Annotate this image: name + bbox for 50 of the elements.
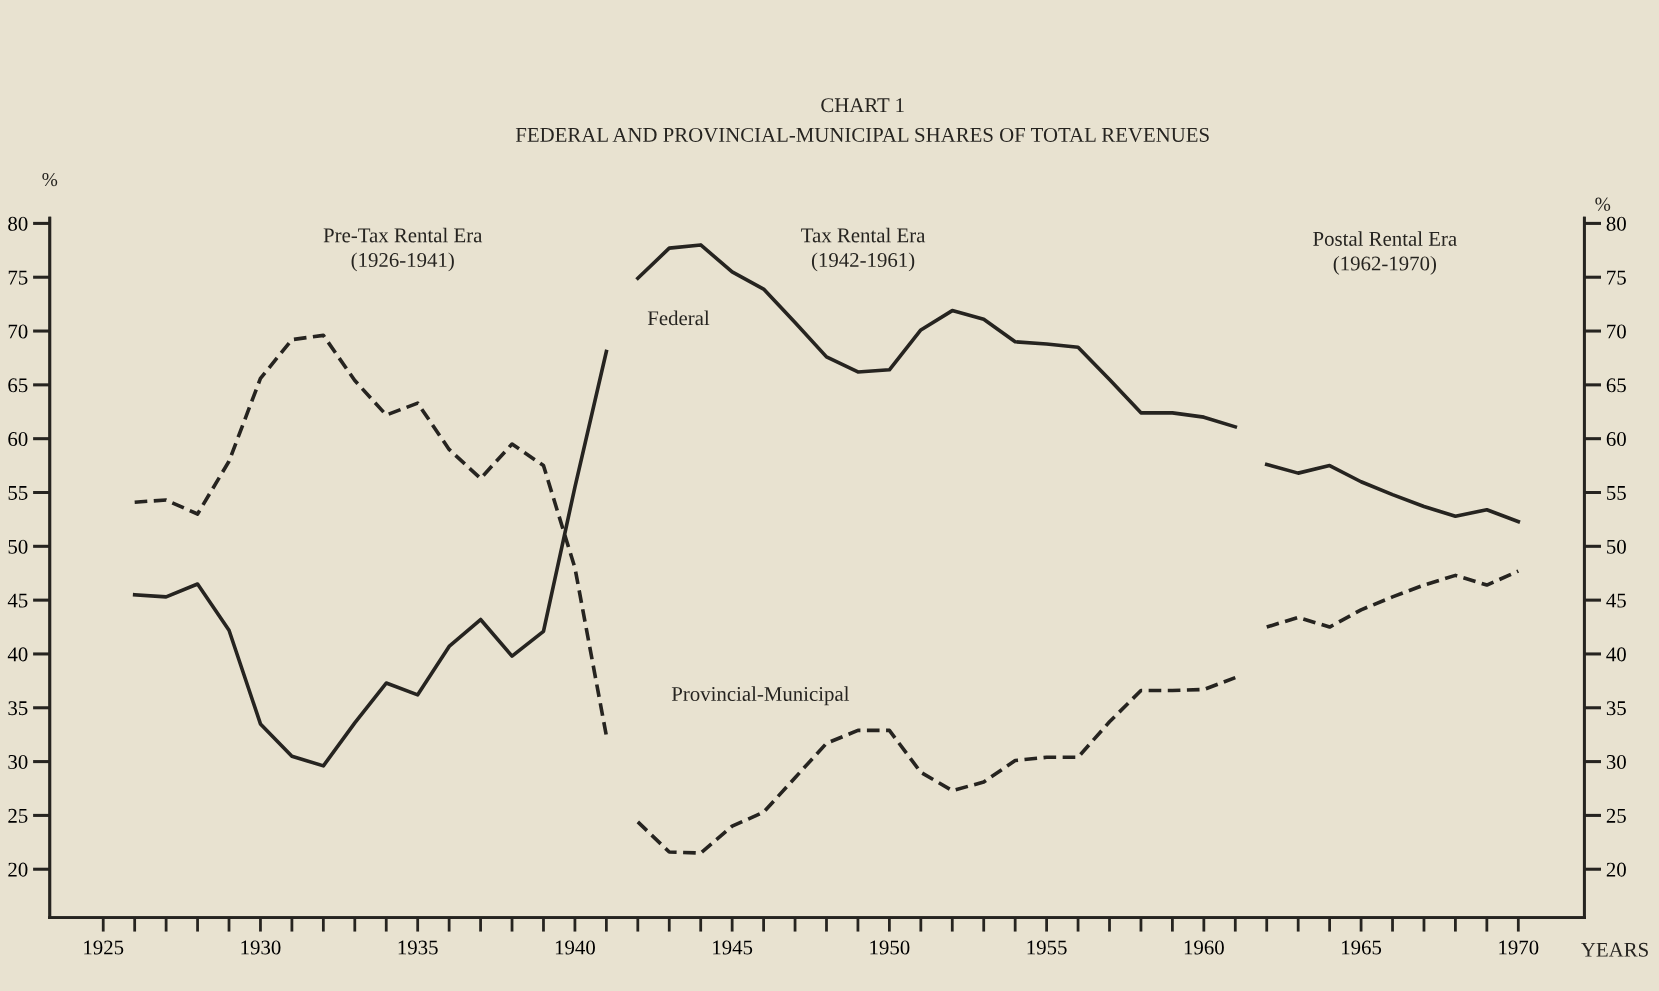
y-tick-label: 75: [8, 270, 28, 285]
annotation: Pre-Tax Rental Era (1926-1941): [323, 227, 483, 272]
y2-tick-label: 20: [1606, 862, 1626, 877]
y2-tick-label: 35: [1606, 701, 1626, 716]
chart-subtitle: FEDERAL AND PROVINCIAL-MUNICIPAL SHARES OF TOTAL REVENUES: [515, 127, 1209, 143]
y-tick-label: 65: [8, 378, 28, 393]
y-tick-label: 25: [8, 808, 28, 823]
annotation: Tax Rental Era (1942-1961): [801, 227, 926, 272]
x-tick-label: 1960: [1184, 940, 1224, 955]
x-tick-label: 1925: [84, 940, 124, 955]
x-tick-label: 1970: [1499, 940, 1539, 955]
chart-title: CHART 1: [821, 98, 904, 113]
y-tick-label: 70: [8, 324, 28, 339]
x-tick-label: 1935: [398, 940, 438, 955]
y-tick-label: 40: [7, 647, 28, 662]
x-tick-label: 1950: [870, 940, 910, 955]
line-series: [1264, 462, 1521, 524]
y-tick-label: 60: [8, 432, 28, 447]
y-tick-label: 35: [8, 701, 28, 716]
y-tick-label: 80: [8, 216, 28, 231]
y2-tick-label: 80: [1606, 216, 1626, 231]
y2-tick-label: 30: [1606, 754, 1626, 770]
y-tick-label: 45: [7, 593, 28, 608]
y2-tick-label: 25: [1606, 808, 1626, 823]
line-series: [1264, 569, 1521, 629]
x-tick-label: 1940: [555, 940, 595, 955]
series-label: Provincial-Municipal: [671, 686, 850, 706]
x-tick-label: 1965: [1342, 940, 1382, 955]
x-tick-label: 1955: [1027, 940, 1067, 955]
y2-tick-label: 60: [1606, 432, 1626, 447]
y2-tick-label: 45: [1606, 593, 1626, 608]
y-axis-title: %: [42, 172, 58, 187]
y2-tick-label: 40: [1606, 647, 1626, 662]
y-tick-label: 20: [8, 862, 28, 877]
line-series: [636, 675, 1238, 855]
y2-tick-label: 55: [1607, 486, 1626, 500]
y-tick-label: 55: [8, 486, 28, 500]
x-tick-label: 1930: [241, 940, 281, 955]
x-tick-label: 1945: [713, 940, 753, 955]
y-tick-label: 30: [8, 754, 28, 770]
y2-tick-label: 75: [1607, 270, 1626, 285]
y2-tick-label: 65: [1606, 378, 1626, 393]
y2-tick-label: 50: [1607, 539, 1626, 554]
y2-tick-label: 70: [1607, 324, 1626, 339]
line-series: [636, 243, 1238, 429]
y2-axis-title: %: [1595, 197, 1611, 211]
y-tick-label: 50: [8, 539, 28, 554]
x-axis-title: YEARS: [1581, 942, 1648, 957]
annotation: Postal Rental Era (1962-1970): [1313, 231, 1457, 275]
series-label: Federal: [647, 310, 710, 326]
